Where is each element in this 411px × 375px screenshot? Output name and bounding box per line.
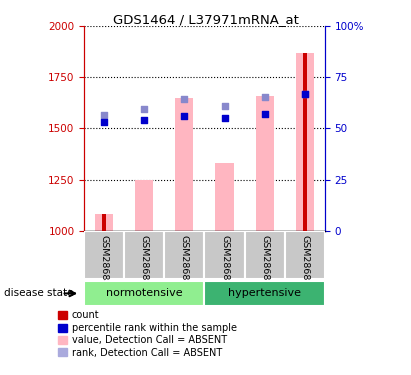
Point (141, 106, 148, 112)
Bar (84, 281, 205, 306)
Text: GSM28686: GSM28686 (180, 234, 189, 286)
Bar (164, 231, 204, 279)
Point (221, 104, 228, 110)
Point (181, 96, 188, 102)
Point (141, 117, 148, 123)
Text: GDS1464 / L37971mRNA_at: GDS1464 / L37971mRNA_at (113, 13, 298, 26)
Text: GSM28683: GSM28683 (300, 234, 309, 286)
Point (101, 119, 108, 125)
Bar (256, 96, 274, 231)
Bar (205, 231, 245, 279)
Point (181, 113, 188, 119)
Text: hypertensive: hypertensive (228, 288, 301, 298)
Point (101, 112, 108, 118)
Text: GSM28681: GSM28681 (220, 234, 229, 286)
Text: disease state: disease state (4, 288, 74, 298)
Bar (175, 98, 194, 231)
Bar (296, 53, 314, 231)
Bar (84, 231, 124, 279)
Text: GSM28682: GSM28682 (260, 234, 269, 286)
Text: normotensive: normotensive (106, 288, 182, 298)
Bar (95, 214, 113, 231)
Text: GSM28685: GSM28685 (140, 234, 149, 286)
Text: GSM28684: GSM28684 (100, 234, 109, 286)
Bar (302, 53, 307, 231)
Bar (135, 180, 153, 231)
Bar (215, 163, 233, 231)
Bar (205, 281, 325, 306)
Point (261, 111, 268, 117)
Point (261, 94, 268, 100)
Legend: count, percentile rank within the sample, value, Detection Call = ABSENT, rank, : count, percentile rank within the sample… (58, 310, 237, 358)
Point (301, 91, 308, 97)
Point (221, 115, 228, 121)
Bar (124, 231, 164, 279)
Bar (245, 231, 284, 279)
Bar (102, 214, 106, 231)
Point (301, 91, 308, 97)
Bar (284, 231, 325, 279)
